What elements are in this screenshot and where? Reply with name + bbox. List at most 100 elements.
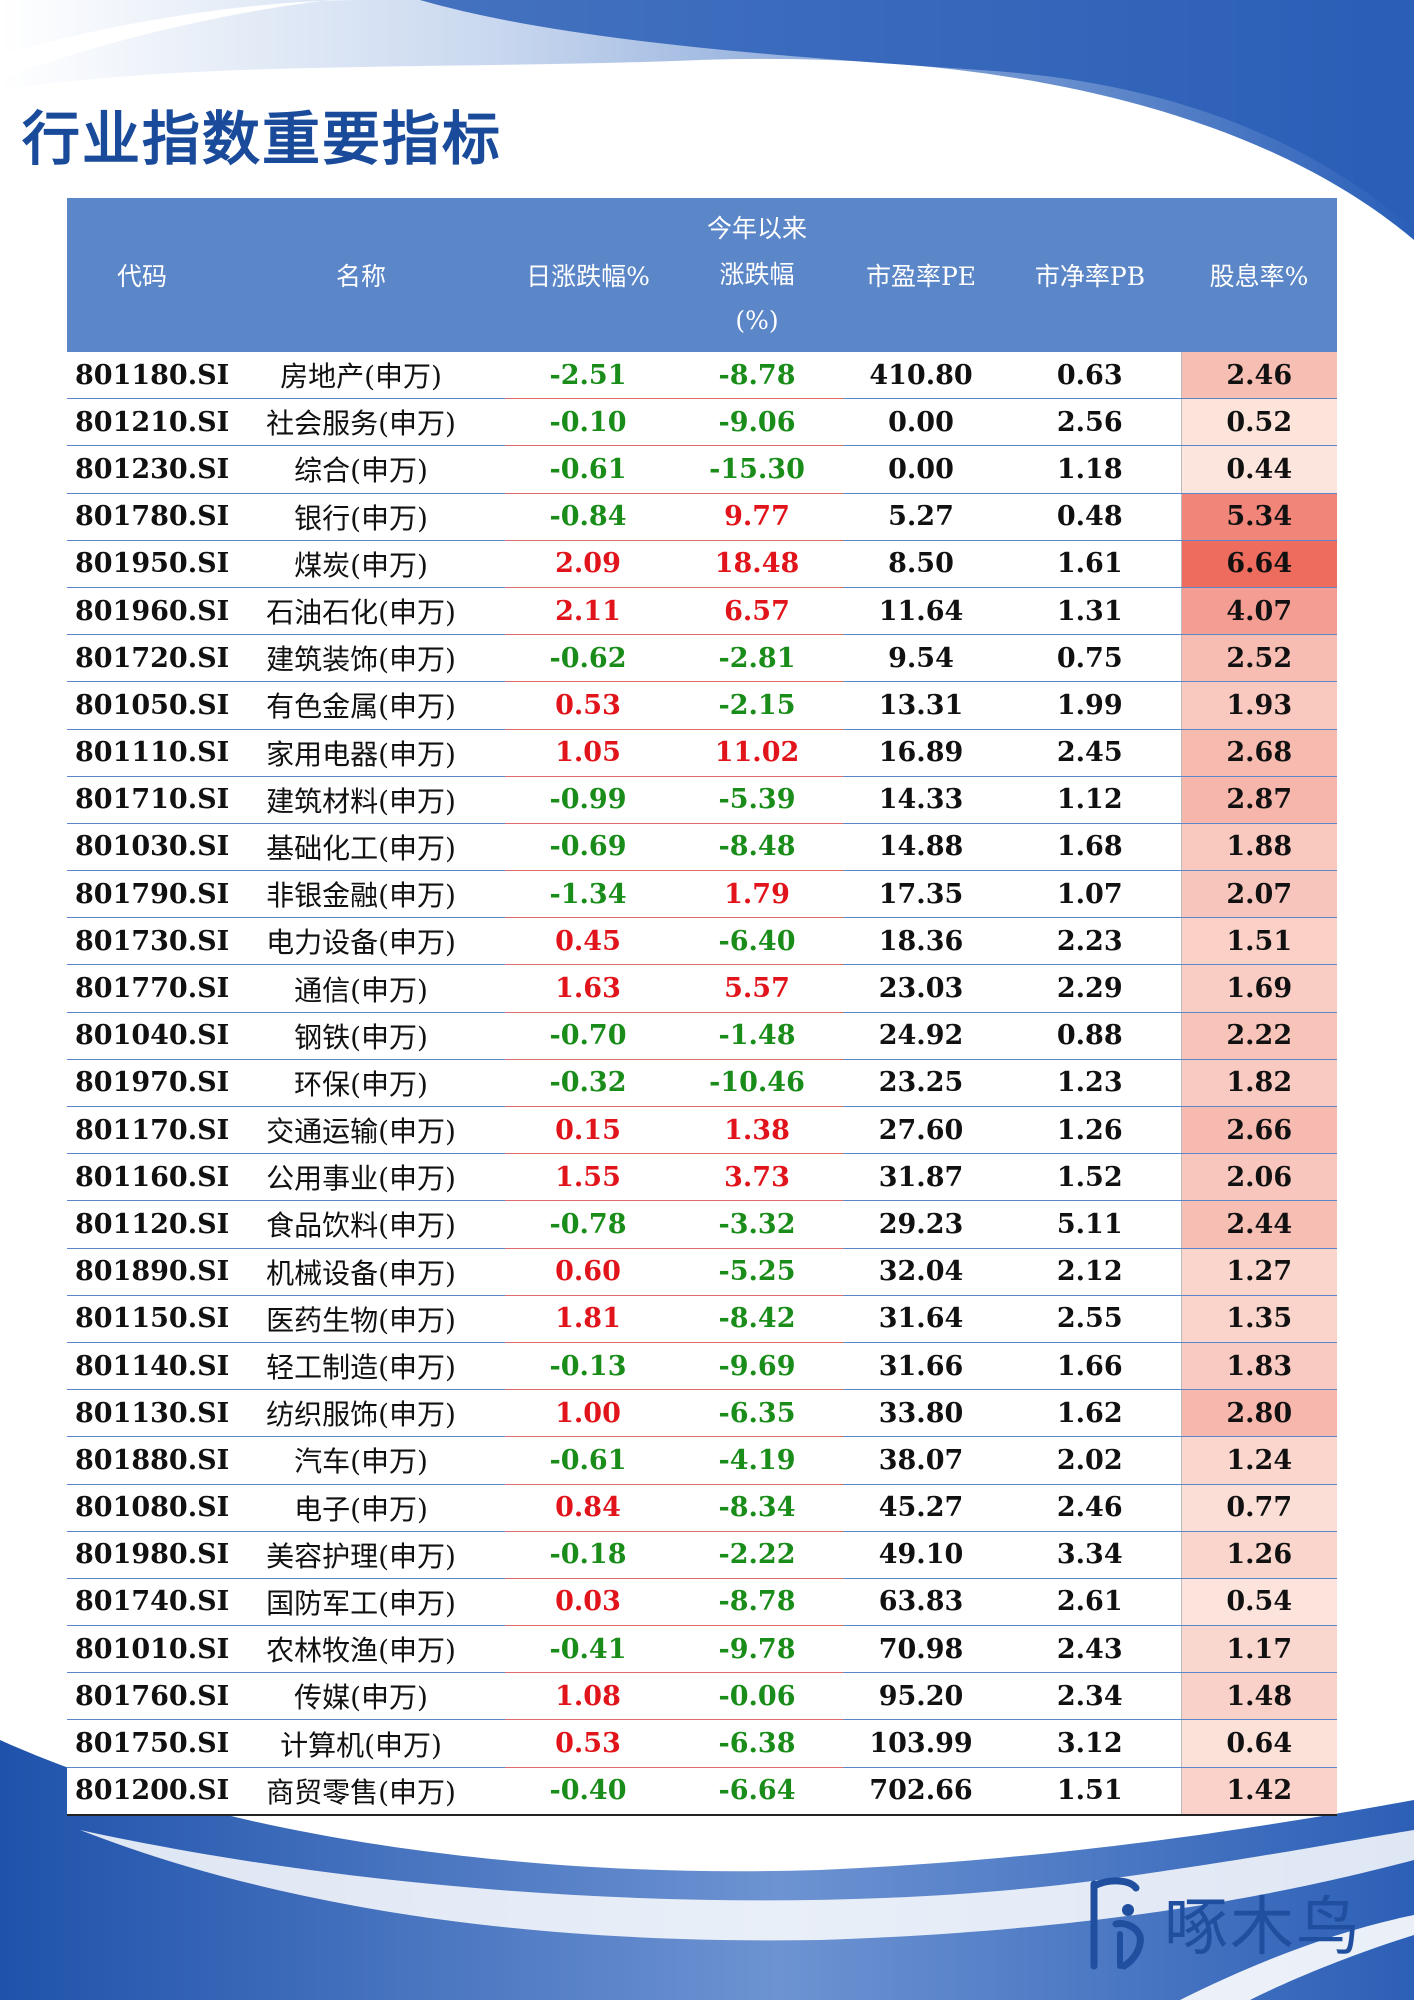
table-cell-name: 基础化工(申万) <box>217 823 505 872</box>
table-cell-code: 801130.SI <box>67 1389 229 1438</box>
table-cell-code: 801170.SI <box>67 1106 229 1155</box>
table-cell-code: 801890.SI <box>67 1248 229 1296</box>
header-ytd-group: 今年以来 <box>706 214 807 243</box>
table-cell-day-change: 0.60 <box>505 1248 671 1296</box>
table-row: 801770.SI 通信(申万) 1.63 5.57 23.03 2.29 1.69 <box>67 964 1337 1013</box>
table-cell-pb: 1.68 <box>999 823 1181 872</box>
table-cell-pe: 33.80 <box>843 1389 999 1438</box>
table-row: 801740.SI 国防军工(申万) 0.03 -8.78 63.83 2.61 0.54 <box>67 1578 1337 1627</box>
table-cell-pb: 1.23 <box>999 1059 1181 1108</box>
table-cell-pe: 5.27 <box>843 493 999 541</box>
table-cell-dividend: 0.54 <box>1180 1578 1337 1627</box>
table-row: 801750.SI 计算机(申万) 0.53 -6.38 103.99 3.12 0.64 <box>67 1719 1337 1768</box>
table-cell-name: 非银金融(申万) <box>217 870 505 919</box>
table-cell-code: 801950.SI <box>67 540 229 588</box>
table-cell-ytd-change: 18.48 <box>671 540 843 588</box>
table-row: 801710.SI 建筑材料(申万) -0.99 -5.39 14.33 1.12 2.87 <box>67 776 1337 824</box>
table-cell-day-change: 2.11 <box>505 587 671 636</box>
table-cell-name: 综合(申万) <box>217 445 505 494</box>
table-cell-code: 801180.SI <box>67 352 229 400</box>
table-cell-pb: 1.62 <box>999 1389 1181 1438</box>
table-row: 801160.SI 公用事业(申万) 1.55 3.73 31.87 1.52 2.06 <box>67 1153 1337 1202</box>
table-cell-pb: 3.34 <box>999 1531 1181 1579</box>
table-cell-name: 轻工制造(申万) <box>217 1342 505 1391</box>
table-cell-code: 801770.SI <box>67 964 229 1013</box>
table-cell-code: 801150.SI <box>67 1295 229 1343</box>
table-cell-dividend: 2.68 <box>1180 729 1337 777</box>
table-cell-day-change: 0.15 <box>505 1106 671 1155</box>
table-cell-dividend: 1.35 <box>1180 1295 1337 1343</box>
table-cell-pb: 1.31 <box>999 587 1181 636</box>
top-wave-dark <box>420 0 1414 230</box>
table-cell-name: 美容护理(申万) <box>217 1531 505 1579</box>
table-cell-pe: 702.66 <box>843 1767 999 1816</box>
table-cell-code: 801980.SI <box>67 1531 229 1579</box>
table-cell-code: 801960.SI <box>67 587 229 636</box>
table-cell-pb: 1.66 <box>999 1342 1181 1391</box>
table-cell-day-change: 1.08 <box>505 1672 671 1721</box>
table-cell-pb: 5.11 <box>999 1200 1181 1249</box>
table-cell-day-change: 1.63 <box>505 964 671 1013</box>
table-cell-name: 纺织服饰(申万) <box>217 1389 505 1438</box>
table-cell-name: 传媒(申万) <box>217 1672 505 1721</box>
table-cell-pe: 14.88 <box>843 823 999 872</box>
table-cell-ytd-change: -15.30 <box>671 445 843 494</box>
table-cell-name: 有色金属(申万) <box>217 681 505 730</box>
table-cell-dividend: 2.06 <box>1180 1153 1337 1202</box>
table-cell-day-change: 1.81 <box>505 1295 671 1343</box>
table-cell-name: 环保(申万) <box>217 1059 505 1108</box>
table-cell-day-change: -0.78 <box>505 1200 671 1249</box>
table-cell-pb: 2.55 <box>999 1295 1181 1343</box>
table-cell-pb: 3.12 <box>999 1719 1181 1768</box>
table-cell-day-change: 0.45 <box>505 917 671 966</box>
table-cell-pe: 31.87 <box>843 1153 999 1202</box>
table-cell-code: 801970.SI <box>67 1059 229 1108</box>
table-cell-ytd-change: -9.78 <box>671 1625 843 1674</box>
table-cell-pe: 18.36 <box>843 917 999 966</box>
table-cell-pe: 103.99 <box>843 1719 999 1768</box>
table-cell-dividend: 2.07 <box>1180 870 1337 919</box>
table-cell-ytd-change: -8.34 <box>671 1484 843 1532</box>
table-cell-code: 801050.SI <box>67 681 229 730</box>
header-ytd-label: 涨跌幅 <box>719 260 795 289</box>
table-cell-day-change: 0.53 <box>505 681 671 730</box>
bottom-wave <box>0 1740 1414 2000</box>
table-cell-name: 钢铁(申万) <box>217 1012 505 1060</box>
table-cell-pb: 2.34 <box>999 1672 1181 1721</box>
table-cell-dividend: 2.66 <box>1180 1106 1337 1155</box>
table-cell-pb: 0.88 <box>999 1012 1181 1060</box>
table-cell-pe: 11.64 <box>843 587 999 636</box>
table-cell-day-change: -0.40 <box>505 1767 671 1816</box>
table-cell-day-change: -0.41 <box>505 1625 671 1674</box>
table-cell-pe: 17.35 <box>843 870 999 919</box>
header-dividend: 股息率% <box>1209 262 1309 291</box>
table-cell-ytd-change: -1.48 <box>671 1012 843 1060</box>
table-cell-pb: 2.45 <box>999 729 1181 777</box>
table-cell-code: 801200.SI <box>67 1767 229 1816</box>
table-cell-code: 801080.SI <box>67 1484 229 1532</box>
table-cell-ytd-change: -8.78 <box>671 352 843 400</box>
table-cell-name: 建筑材料(申万) <box>217 776 505 824</box>
table-cell-pe: 27.60 <box>843 1106 999 1155</box>
table-cell-pb: 2.56 <box>999 398 1181 447</box>
table-cell-pb: 0.63 <box>999 352 1181 400</box>
table-cell-ytd-change: 5.57 <box>671 964 843 1013</box>
table-cell-code: 801780.SI <box>67 493 229 541</box>
table-cell-name: 煤炭(申万) <box>217 540 505 588</box>
woodpecker-logo-icon <box>1090 1877 1144 1970</box>
table-cell-name: 汽车(申万) <box>217 1436 505 1485</box>
table-cell-pb: 1.99 <box>999 681 1181 730</box>
table-row: 801080.SI 电子(申万) 0.84 -8.34 45.27 2.46 0.77 <box>67 1484 1337 1532</box>
table-cell-day-change: 0.84 <box>505 1484 671 1532</box>
table-row: 801730.SI 电力设备(申万) 0.45 -6.40 18.36 2.23 1.51 <box>67 917 1337 966</box>
table-cell-day-change: 0.53 <box>505 1719 671 1768</box>
table-row: 801980.SI 美容护理(申万) -0.18 -2.22 49.10 3.34 1.26 <box>67 1531 1337 1579</box>
table-cell-pe: 24.92 <box>843 1012 999 1060</box>
table-cell-pe: 38.07 <box>843 1436 999 1485</box>
table-cell-day-change: -0.61 <box>505 1436 671 1485</box>
header-pb: 市净率PB <box>1034 262 1146 291</box>
table-cell-code: 801790.SI <box>67 870 229 919</box>
table-cell-ytd-change: 1.79 <box>671 870 843 919</box>
table-row: 801140.SI 轻工制造(申万) -0.13 -9.69 31.66 1.66 1.83 <box>67 1342 1337 1391</box>
table-cell-ytd-change: -2.22 <box>671 1531 843 1579</box>
